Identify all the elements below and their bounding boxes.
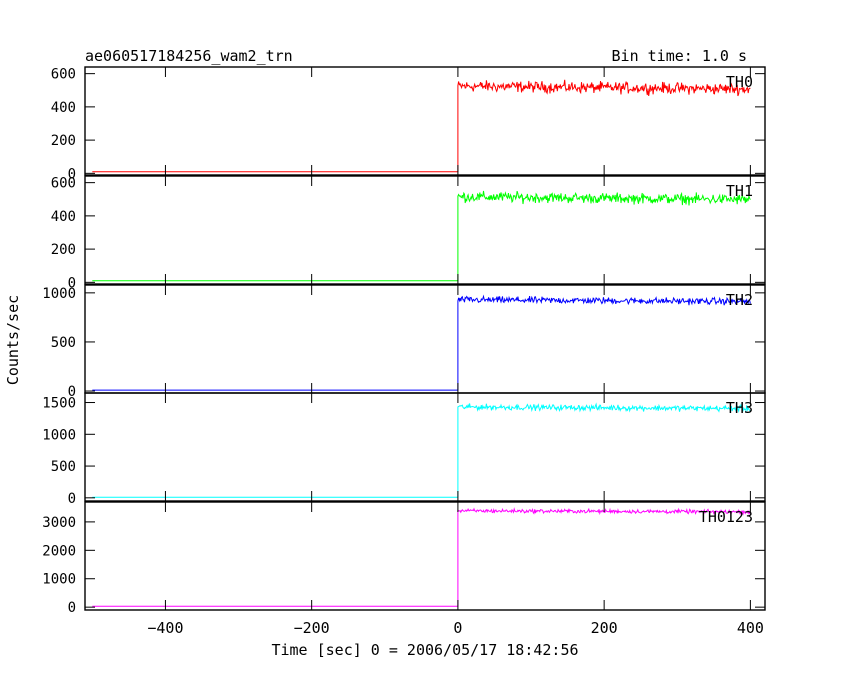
bin-time-label: Bin time: 1.0 s [612,47,747,65]
y-tick-label: 0 [68,275,76,291]
x-tick-label: 400 [737,619,764,637]
y-tick-label: 3000 [42,515,76,531]
y-tick-label: 1000 [42,286,76,302]
y-tick-label: 600 [51,67,76,83]
y-tick-label: 200 [51,242,76,258]
y-tick-label: 500 [51,335,76,351]
x-tick-label: 200 [591,619,618,637]
y-tick-label: 1000 [42,427,76,443]
panel-label-th3: TH3 [726,399,753,417]
series-line-th1 [92,190,751,282]
y-tick-label: 1500 [42,396,76,412]
series-line-th0 [92,79,751,173]
panel-label-th2: TH2 [726,291,753,309]
y-tick-label: 400 [51,100,76,116]
panel-frame [84,501,766,611]
series-line-th2 [92,294,751,391]
series-line-th0123 [92,507,751,607]
panel-frame [84,66,766,176]
panel-frame [84,175,766,285]
y-tick-label: 1000 [42,572,76,588]
x-tick-label: 0 [453,619,462,637]
chart-panels: 0 200 400 600 TH0 0 200 400 600 TH1 0 500 1000 TH2 0 50… [42,66,766,637]
panel-frame [84,392,766,502]
y-tick-label: 0 [68,166,76,182]
series-line-th3 [92,402,751,498]
y-tick-label: 0 [68,600,76,616]
y-tick-label: 200 [51,133,76,149]
y-tick-label: 400 [51,209,76,225]
y-tick-label: 2000 [42,543,76,559]
x-tick-label: −400 [147,619,183,637]
y-tick-label: 600 [51,176,76,192]
x-tick-label: −200 [294,619,330,637]
y-axis-label: Counts/sec [4,295,22,385]
panel-label-th1: TH1 [726,182,753,200]
x-axis-label: Time [sec] 0 = 2006/05/17 18:42:56 [271,641,578,659]
panel-label-th0123: TH0123 [699,508,753,526]
y-tick-label: 0 [68,384,76,400]
y-tick-label: 500 [51,459,76,475]
y-tick-label: 0 [68,491,76,507]
chart-title: ae060517184256_wam2_trn [85,47,293,65]
panel-label-th0: TH0 [726,73,753,91]
